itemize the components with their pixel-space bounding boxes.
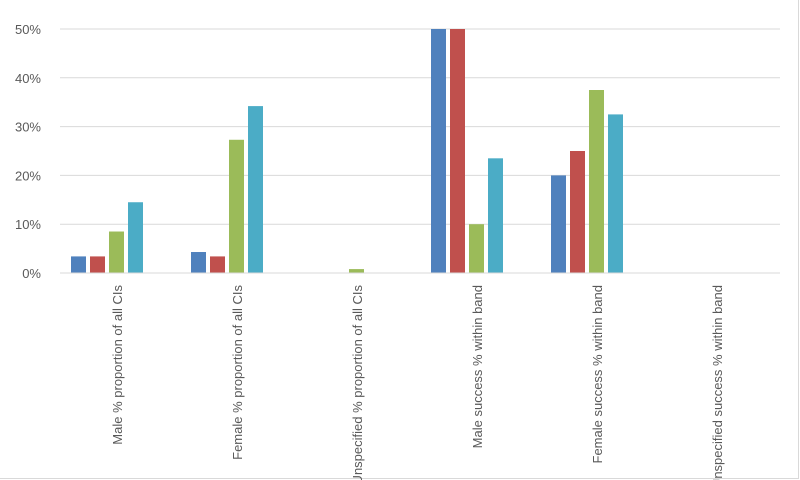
- x-axis-categories: Male % proportion of all CIs Female % pro…: [110, 285, 725, 480]
- y-tick-label: 10%: [15, 217, 41, 232]
- bar: [450, 29, 465, 273]
- bar: [608, 114, 623, 274]
- bar: [551, 175, 566, 273]
- y-tick-label: 40%: [15, 71, 41, 86]
- bar: [469, 224, 484, 273]
- x-tick-label: Unspecified success % within band: [710, 285, 725, 480]
- y-tick-label: 50%: [15, 22, 41, 37]
- x-tick-label: Unspecified % proportion of all CIs: [350, 285, 365, 480]
- x-tick-label: Female success % within band: [590, 285, 605, 463]
- bar: [109, 231, 124, 273]
- bar: [488, 158, 503, 273]
- x-tick-label: Female % proportion of all CIs: [230, 285, 245, 460]
- y-tick-label: 0%: [22, 266, 41, 281]
- x-tick-label: Male % proportion of all CIs: [110, 285, 125, 445]
- bar: [349, 269, 364, 273]
- bar: [248, 106, 263, 273]
- x-tick-label: Male success % within band: [470, 285, 485, 448]
- bar: [210, 256, 225, 273]
- bar: [90, 256, 105, 273]
- bar: [229, 139, 244, 273]
- y-tick-label: 30%: [15, 120, 41, 135]
- y-axis-ticks: 0% 10% 20% 30% 40% 50%: [15, 22, 41, 281]
- bars: [71, 29, 623, 274]
- gridlines: [60, 28, 780, 225]
- bar: [570, 151, 585, 273]
- bar: [431, 29, 446, 273]
- bar: [191, 252, 206, 273]
- bar: [128, 202, 143, 273]
- bar: [71, 256, 86, 273]
- bar: [589, 90, 604, 273]
- y-tick-label: 20%: [15, 168, 41, 183]
